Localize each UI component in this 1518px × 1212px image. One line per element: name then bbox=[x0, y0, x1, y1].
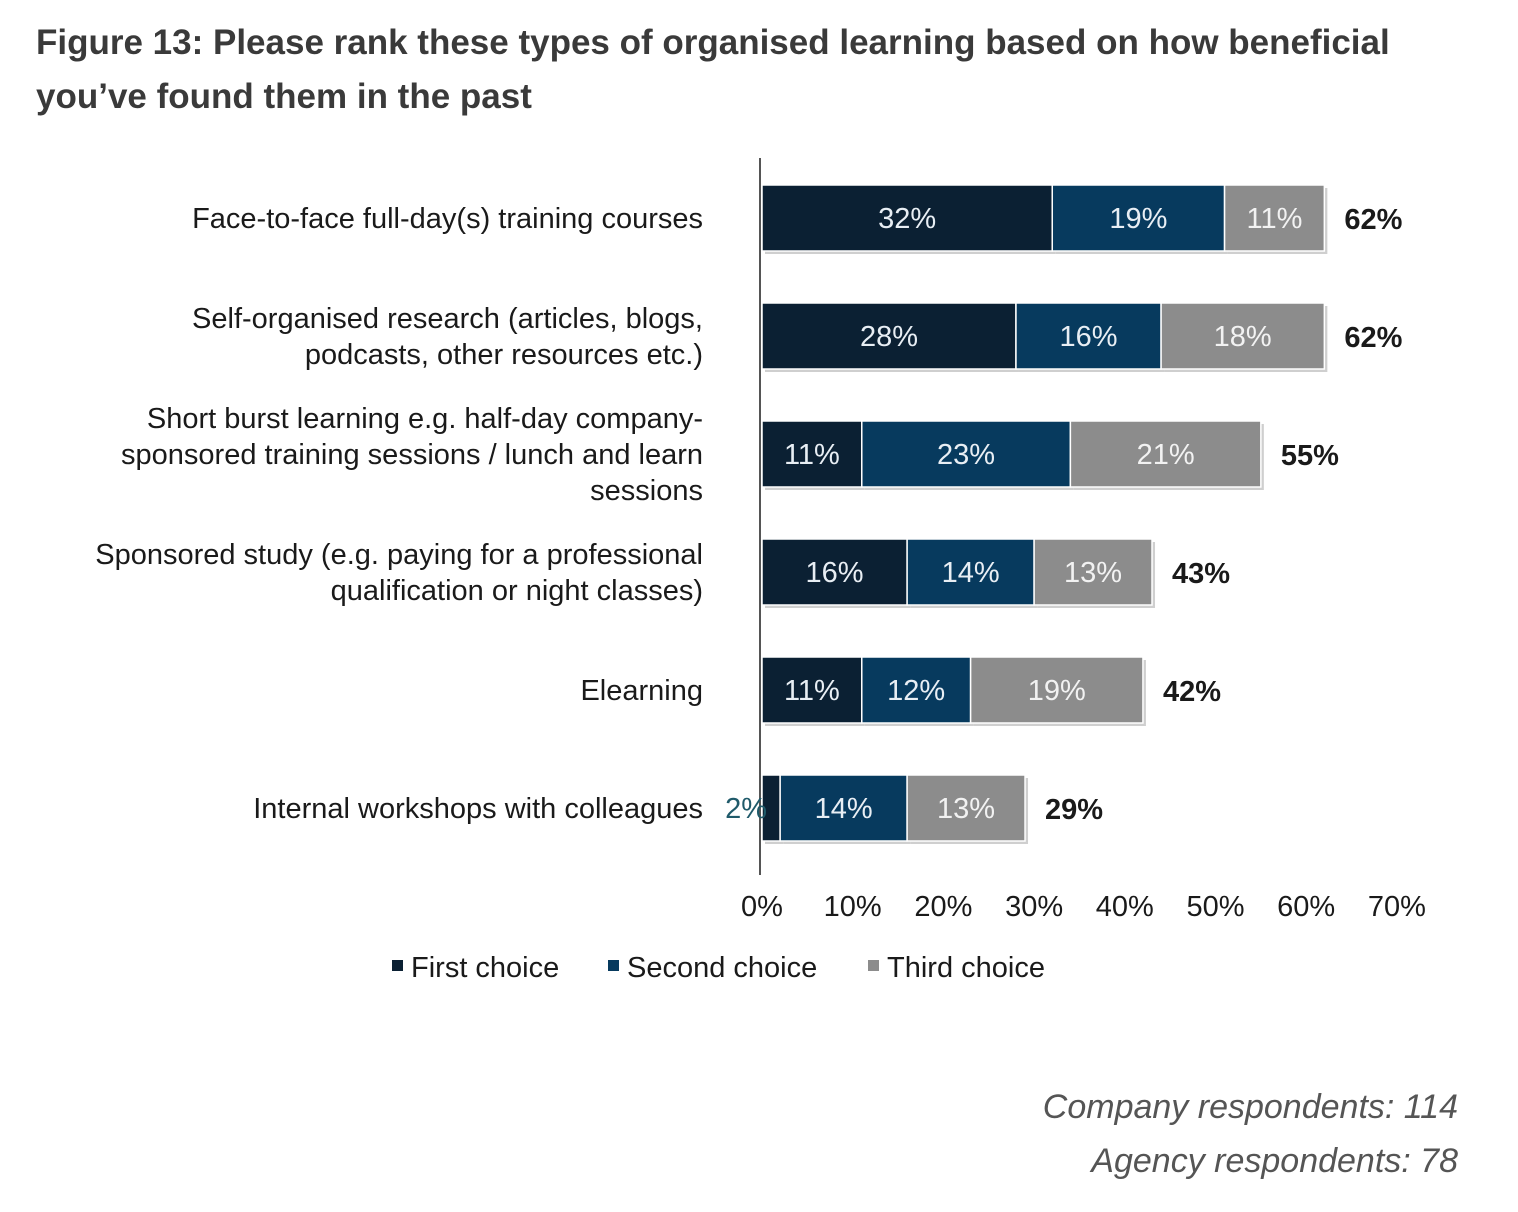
category-label: Face-to-face full-day(s) training course… bbox=[192, 203, 703, 235]
legend-swatch bbox=[392, 960, 403, 971]
total-label: 29% bbox=[1045, 794, 1103, 826]
bar-segment-third-choice bbox=[969, 656, 1144, 724]
bar-segment-third-choice bbox=[1033, 538, 1153, 606]
x-tick-label: 10% bbox=[824, 891, 882, 923]
agency-respondents-note: Agency respondents: 78 bbox=[1091, 1142, 1458, 1180]
legend-label: Second choice bbox=[627, 952, 817, 984]
bar-segment-first-choice bbox=[761, 302, 1017, 370]
data-label: 14% bbox=[942, 557, 1000, 589]
bar-segment-second-choice bbox=[1015, 302, 1162, 370]
data-label: 12% bbox=[887, 675, 945, 707]
data-label: 11% bbox=[784, 675, 840, 707]
category-label: sponsored training sessions / lunch and … bbox=[121, 439, 703, 471]
data-label: 13% bbox=[937, 793, 995, 825]
data-label: 16% bbox=[806, 557, 864, 589]
data-label: 21% bbox=[1137, 439, 1195, 471]
x-tick-label: 40% bbox=[1096, 891, 1154, 923]
category-label: Sponsored study (e.g. paying for a profe… bbox=[95, 539, 703, 571]
data-label: 14% bbox=[815, 793, 873, 825]
data-label: 18% bbox=[1214, 321, 1272, 353]
bar-segment-first-choice bbox=[761, 538, 908, 606]
data-label: 16% bbox=[1059, 321, 1117, 353]
x-tick-label: 50% bbox=[1186, 891, 1244, 923]
x-tick-label: 70% bbox=[1368, 891, 1426, 923]
category-label: qualification or night classes) bbox=[331, 575, 703, 607]
category-label: Self-organised research (articles, blogs… bbox=[192, 303, 703, 335]
category-label: podcasts, other resources etc.) bbox=[305, 339, 703, 371]
category-label: Elearning bbox=[580, 675, 703, 707]
data-label: 13% bbox=[1064, 557, 1122, 589]
total-label: 62% bbox=[1344, 322, 1402, 354]
legend-swatch bbox=[868, 960, 879, 971]
figure-title: Figure 13: Please rank these types of or… bbox=[36, 23, 1390, 116]
data-label: 23% bbox=[937, 439, 995, 471]
bar-segment-third-choice bbox=[1223, 184, 1326, 252]
data-label: 19% bbox=[1028, 675, 1086, 707]
data-label: 32% bbox=[878, 203, 936, 235]
bar-segment-first-choice bbox=[761, 184, 1053, 252]
bar-segment-second-choice bbox=[906, 538, 1035, 606]
bar-segment-third-choice bbox=[906, 774, 1026, 842]
bar-segment-second-choice bbox=[861, 420, 1072, 488]
bar-segment-first-choice bbox=[761, 420, 863, 488]
x-tick-label: 20% bbox=[914, 891, 972, 923]
category-label: Short burst learning e.g. half-day compa… bbox=[147, 403, 703, 435]
data-label: 2% bbox=[725, 793, 767, 825]
bar-segment-second-choice bbox=[1051, 184, 1226, 252]
total-label: 43% bbox=[1172, 558, 1230, 590]
category-label: sessions bbox=[590, 475, 703, 507]
category-label: Internal workshops with colleagues bbox=[253, 793, 703, 825]
x-tick-label: 0% bbox=[741, 891, 783, 923]
legend-label: First choice bbox=[411, 952, 559, 984]
bar-segment-third-choice bbox=[1160, 302, 1326, 370]
total-label: 62% bbox=[1344, 204, 1402, 236]
bar-segment-second-choice bbox=[779, 774, 908, 842]
respondent-notes: Company respondents: 114 Agency responde… bbox=[1043, 1080, 1458, 1188]
x-tick-label: 60% bbox=[1277, 891, 1335, 923]
legend-swatch bbox=[608, 960, 619, 971]
bar-segment-third-choice bbox=[1069, 420, 1262, 488]
company-respondents-note: Company respondents: 114 bbox=[1042, 1088, 1458, 1126]
data-label: 11% bbox=[1247, 203, 1303, 235]
data-label: 28% bbox=[860, 321, 918, 353]
x-tick-label: 30% bbox=[1005, 891, 1063, 923]
total-label: 55% bbox=[1281, 440, 1339, 472]
total-label: 42% bbox=[1163, 676, 1221, 708]
stacked-bar-chart: Face-to-face full-day(s) training course… bbox=[95, 158, 1426, 984]
legend-label: Third choice bbox=[887, 952, 1045, 984]
data-label: 19% bbox=[1109, 203, 1167, 235]
data-label: 11% bbox=[784, 439, 840, 471]
